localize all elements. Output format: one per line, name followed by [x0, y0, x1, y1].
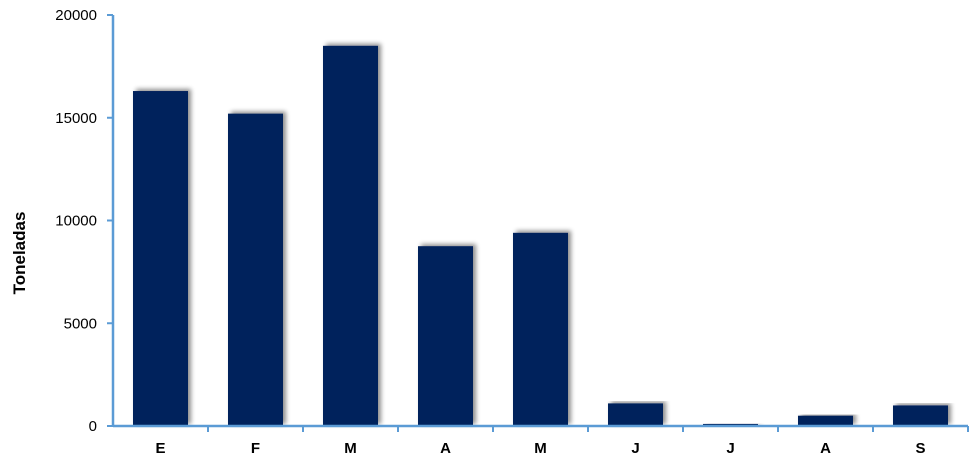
x-category-label: M	[534, 440, 547, 457]
x-category-label: S	[915, 440, 925, 457]
x-category-label: A	[820, 440, 831, 457]
bar	[798, 415, 853, 426]
bars	[133, 45, 948, 426]
x-category-label: M	[344, 440, 357, 457]
bar	[418, 246, 473, 426]
x-category-label: A	[440, 440, 451, 457]
bar	[323, 45, 378, 426]
x-category-label: E	[155, 440, 165, 457]
y-axis-title: Toneladas	[10, 212, 29, 295]
bar	[513, 232, 568, 426]
bar	[893, 405, 948, 426]
bar	[133, 91, 188, 426]
y-tick-label: 0	[89, 418, 97, 435]
bar	[608, 403, 663, 426]
x-category-label: J	[631, 440, 639, 457]
y-axis-ticks: 0 5000 10000 15000 20000	[55, 7, 113, 435]
bar	[228, 113, 283, 426]
x-category-label: J	[726, 440, 734, 457]
y-tick-label: 10000	[55, 213, 97, 230]
y-tick-label: 20000	[55, 7, 97, 24]
y-tick-label: 15000	[55, 110, 97, 127]
y-tick-label: 5000	[64, 315, 97, 332]
x-category-label: F	[251, 440, 260, 457]
